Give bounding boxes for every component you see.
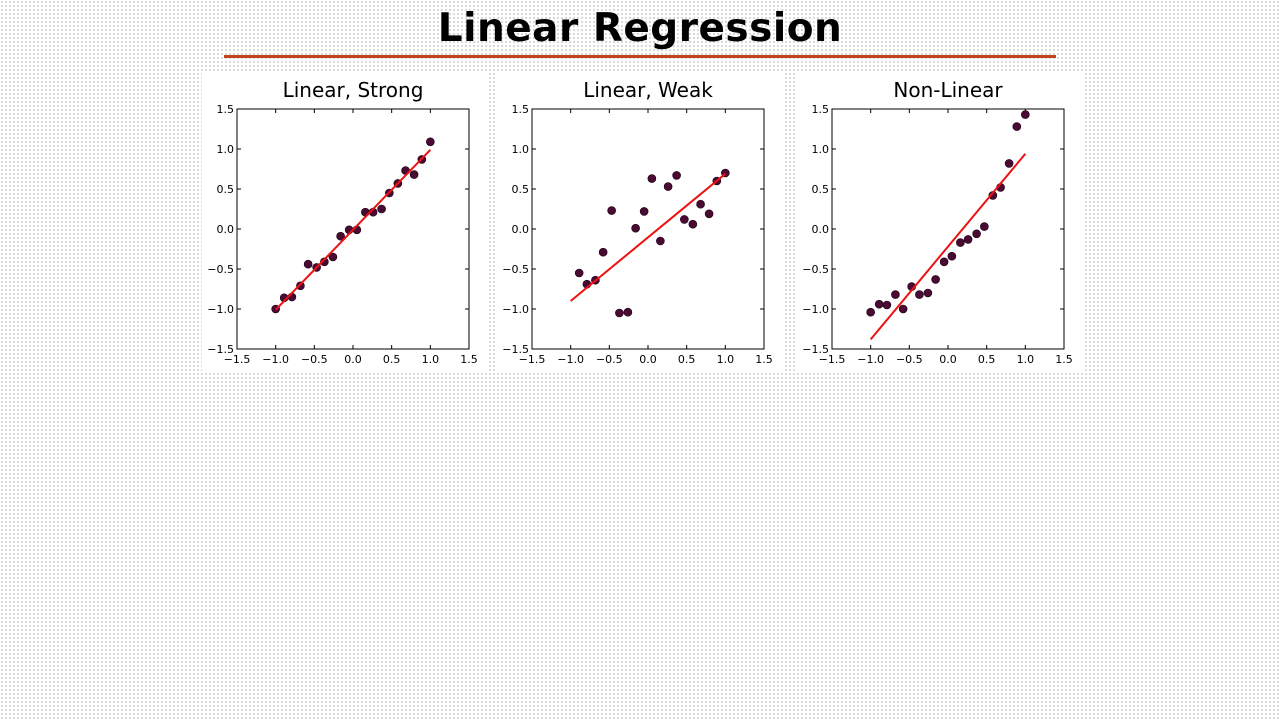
data-point [866, 307, 875, 317]
data-point [696, 199, 705, 209]
x-tick-label: −1.0 [857, 353, 884, 366]
chart-svg: Non-Linear −1.5 −1.0 −0.5 0.0 0.5 1.0 1.5 −1.5 −1… [802, 78, 1073, 366]
data-point [639, 207, 649, 216]
data-point [939, 257, 949, 267]
y-tick-label: 0.0 [512, 223, 530, 236]
data-point [377, 204, 386, 214]
title-underline [224, 55, 1056, 58]
data-point [598, 247, 608, 257]
y-tick-label: −1.5 [207, 343, 234, 356]
x-tick-label: 0.0 [939, 353, 957, 366]
y-tick-label: −0.5 [502, 263, 529, 276]
data-point [947, 251, 957, 261]
x-tick-label: −1.5 [819, 353, 846, 366]
y-tick-label: 0.5 [217, 183, 235, 196]
chart-title: Linear, Strong [283, 78, 424, 102]
x-tick-label: −0.5 [301, 353, 328, 366]
y-tick-label: 1.5 [512, 103, 530, 116]
x-tick-label: −1.5 [224, 353, 251, 366]
data-point [882, 300, 892, 310]
x-tick-label: 1.0 [1017, 353, 1035, 366]
data-point [688, 219, 698, 229]
x-tick-label: −0.5 [596, 353, 623, 366]
data-point [623, 307, 633, 317]
data-point [874, 299, 884, 309]
y-tick-label: 1.0 [217, 143, 235, 156]
data-point [898, 304, 908, 314]
data-point [574, 268, 584, 278]
data-point [647, 174, 657, 183]
chart-svg: Linear, Strong −1.5 −1.0 −0.5 0.0 0.5 1.0 1.5 −1… [207, 78, 478, 366]
x-tick-label: −1.5 [519, 353, 546, 366]
plot-frame [531, 108, 765, 350]
data-point [680, 215, 689, 224]
data-point [704, 209, 714, 219]
y-tick-label: 1.5 [812, 103, 830, 116]
x-tick-label: 1.0 [422, 353, 440, 366]
data-point [1004, 159, 1014, 168]
regression-line [869, 153, 1027, 341]
data-point [891, 290, 900, 299]
data-point [328, 252, 338, 262]
x-tick-label: −0.5 [896, 353, 923, 366]
x-tick-label: 0.0 [344, 353, 362, 366]
y-tick-label: 1.0 [512, 143, 530, 156]
regression-line [570, 173, 726, 302]
data-point [426, 137, 435, 147]
y-tick-label: 1.5 [217, 103, 235, 116]
y-tick-label: 0.0 [217, 223, 235, 236]
data-point [963, 235, 973, 244]
data-point [972, 229, 981, 239]
x-tick-label: 0.0 [639, 353, 657, 366]
data-point [1012, 122, 1022, 131]
x-tick-label: 1.5 [460, 353, 478, 366]
y-tick-label: −0.5 [207, 263, 234, 276]
slide-title: Linear Regression [437, 6, 843, 51]
data-point [607, 206, 616, 215]
y-tick-label: −1.0 [502, 303, 529, 316]
data-point [672, 171, 681, 180]
y-tick-label: 0.0 [812, 223, 830, 236]
data-point [303, 259, 313, 269]
data-point [931, 275, 940, 284]
data-point [336, 231, 345, 241]
y-tick-label: 1.0 [812, 143, 830, 156]
chart-title: Non-Linear [893, 78, 1003, 102]
data-point [923, 288, 933, 298]
data-point [980, 222, 989, 231]
chart-title: Linear, Weak [583, 78, 713, 102]
data-point [409, 170, 419, 179]
x-tick-label: 1.0 [717, 353, 735, 366]
data-point [663, 182, 673, 191]
chart-linear-strong: Linear, Strong −1.5 −1.0 −0.5 0.0 0.5 1.0 1.5 −1… [202, 72, 488, 372]
chart-linear-weak: Linear, Weak −1.5 −1.0 −0.5 0.0 0.5 1.0 1.5 −1.5… [497, 72, 783, 372]
x-tick-label: 1.5 [1055, 353, 1073, 366]
y-tick-label: −1.0 [802, 303, 829, 316]
data-point [615, 308, 624, 318]
y-tick-label: 0.5 [512, 183, 530, 196]
y-tick-label: −0.5 [802, 263, 829, 276]
y-tick-label: −1.5 [802, 343, 829, 356]
x-tick-label: 1.5 [755, 353, 773, 366]
y-tick-label: −1.5 [502, 343, 529, 356]
x-tick-label: −1.0 [557, 353, 584, 366]
data-point [915, 290, 924, 299]
chart-svg: Linear, Weak −1.5 −1.0 −0.5 0.0 0.5 1.0 1.5 −1.5… [502, 78, 773, 366]
y-tick-label: −1.0 [207, 303, 234, 316]
chart-non-linear: Non-Linear −1.5 −1.0 −0.5 0.0 0.5 1.0 1.5 −1.5 −1… [797, 72, 1083, 372]
y-tick-label: 0.5 [812, 183, 830, 196]
data-point [631, 223, 640, 233]
x-tick-label: 0.5 [678, 353, 696, 366]
regression-line [274, 149, 432, 311]
data-point [320, 257, 329, 267]
data-point [656, 236, 665, 246]
data-point [1021, 110, 1030, 119]
x-tick-label: 0.5 [978, 353, 996, 366]
x-tick-label: 0.5 [383, 353, 401, 366]
data-point [956, 238, 965, 247]
data-point [296, 281, 305, 291]
x-tick-label: −1.0 [262, 353, 289, 366]
